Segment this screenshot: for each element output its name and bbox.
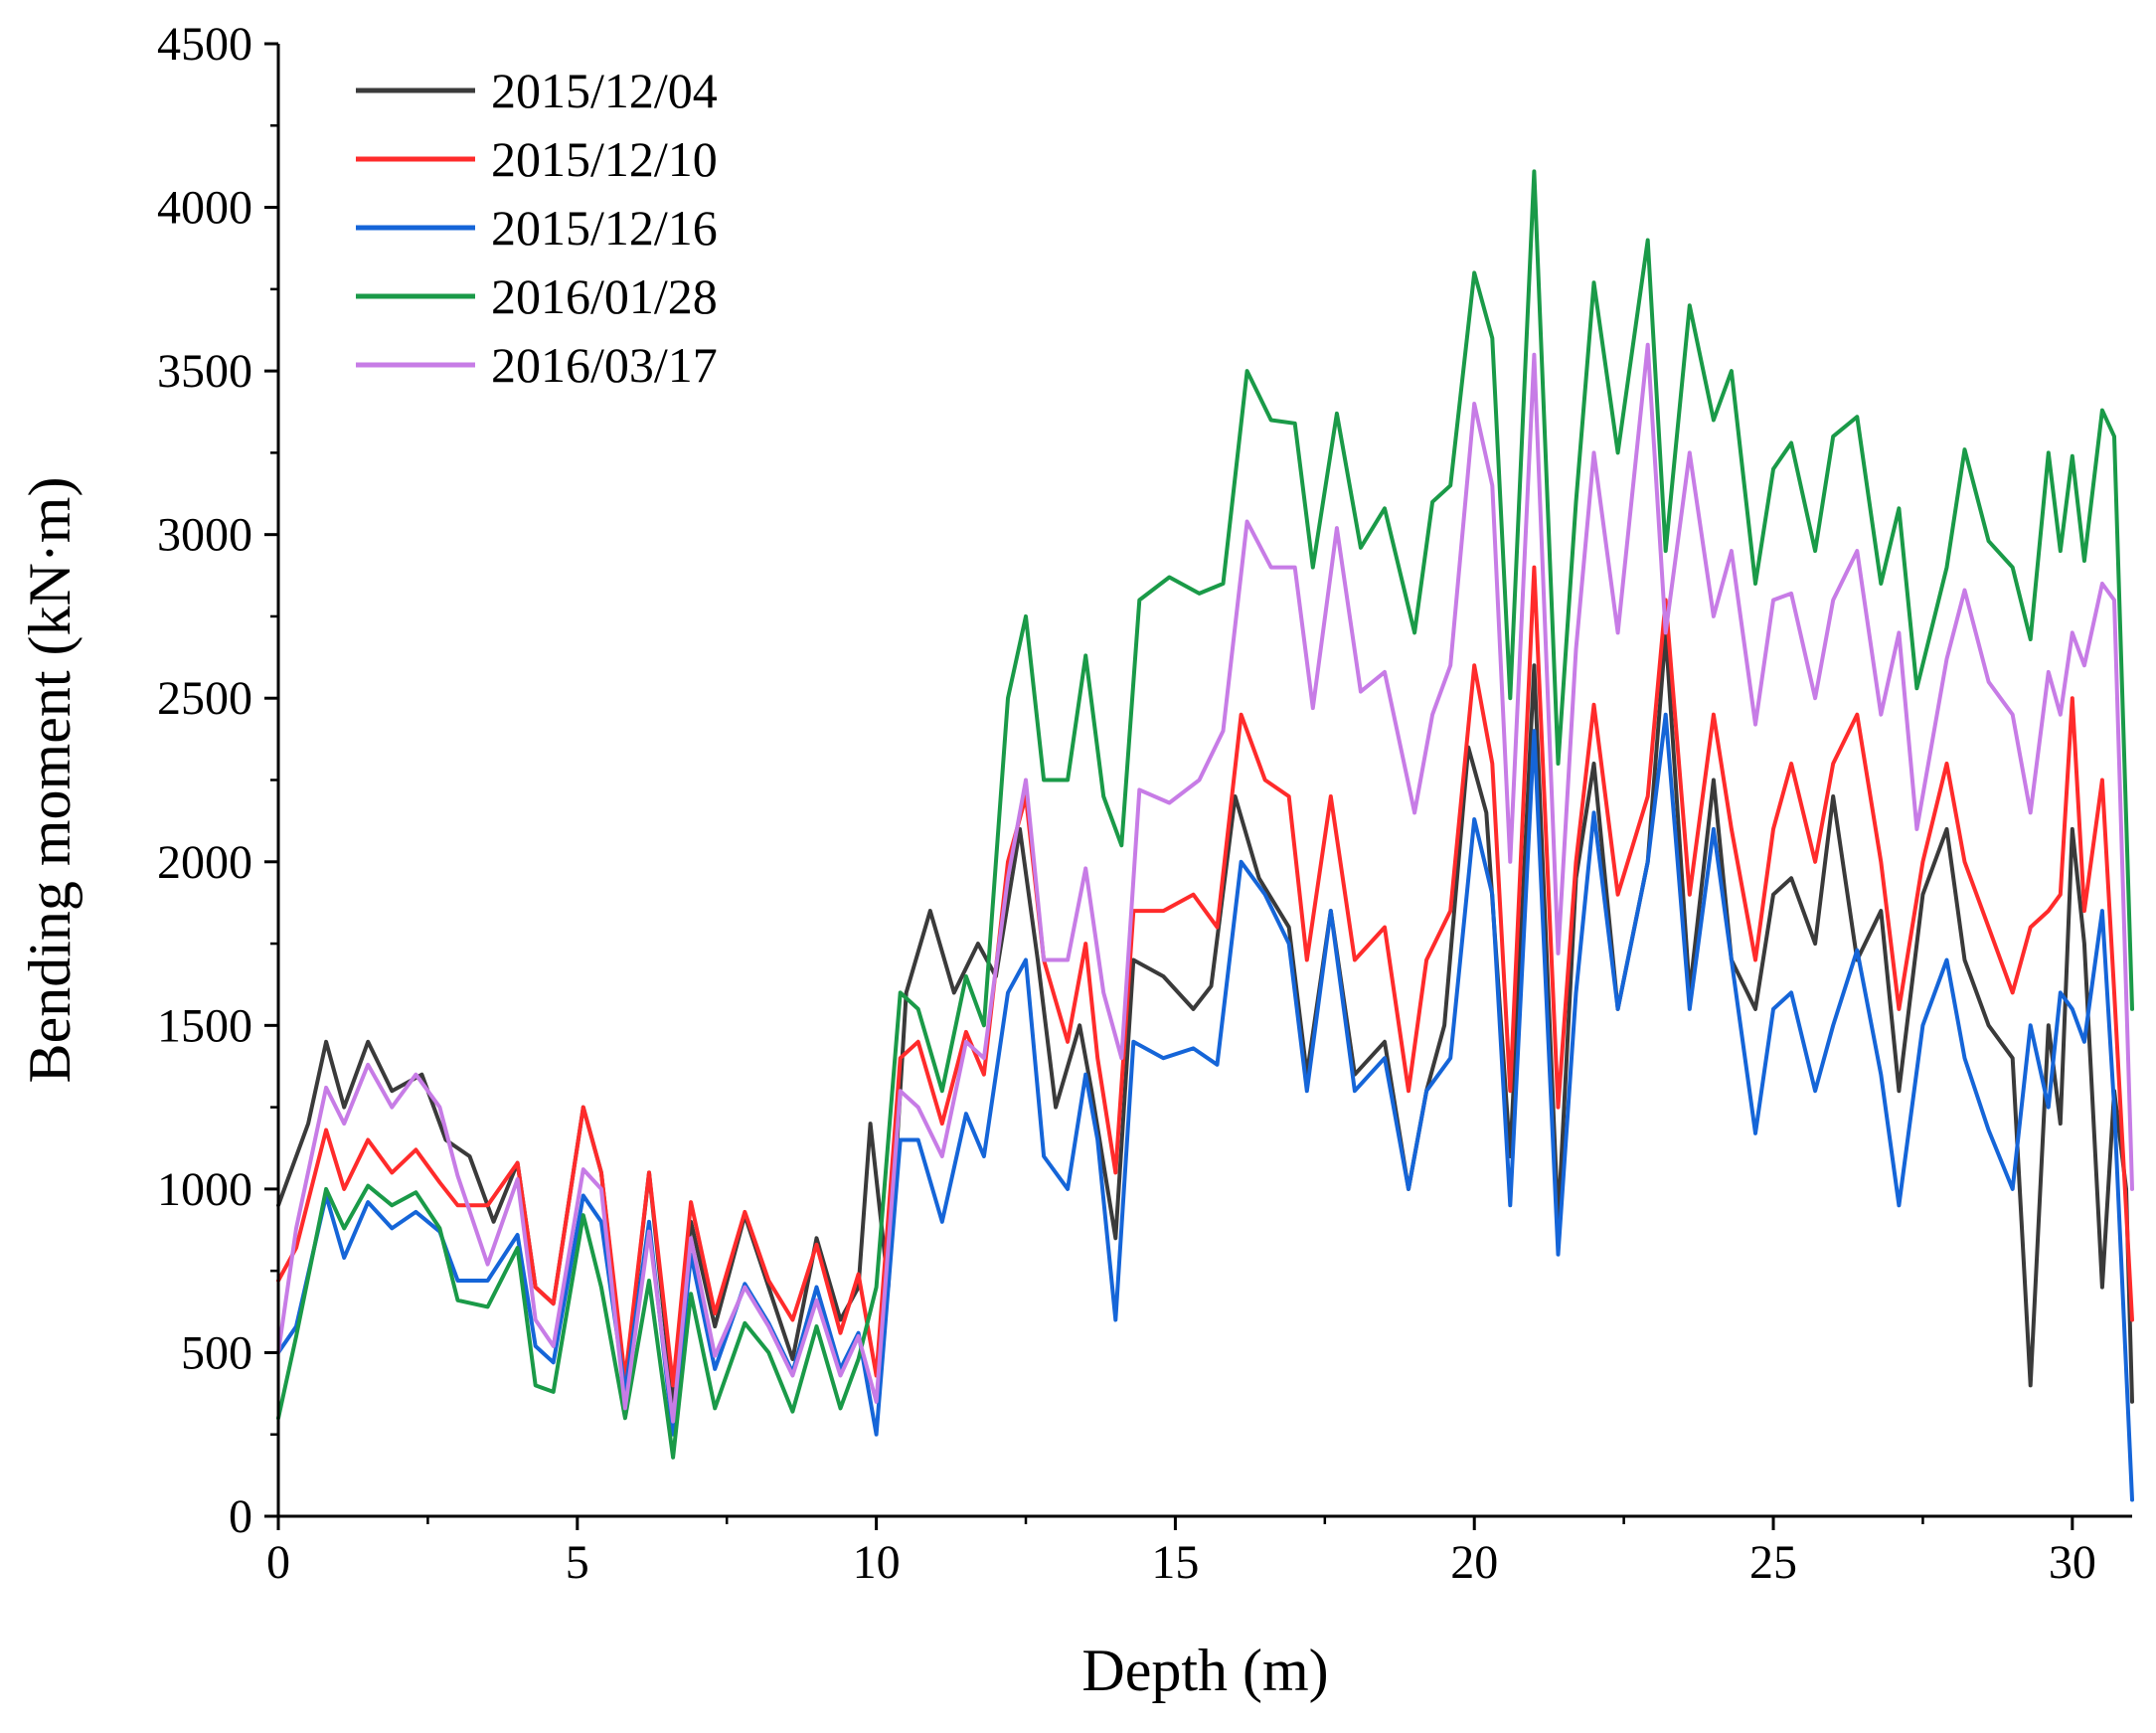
- x-tick-label: 20: [1450, 1536, 1498, 1589]
- x-tick-label: 5: [566, 1536, 589, 1589]
- legend-label-3: 2015/12/16: [491, 200, 718, 256]
- axes-layer: 0 500 1000 1500 2000 2500 3000 3500 4000 4500 0 5 10…: [157, 18, 2132, 1589]
- y-tick-label: 3000: [157, 509, 252, 562]
- y-tick-label: 500: [181, 1326, 252, 1379]
- legend-label-5: 2016/03/17: [491, 337, 718, 393]
- x-tick-label: 30: [2049, 1536, 2096, 1589]
- legend: 2015/12/04 2015/12/10 2015/12/16 2016/01/28…: [356, 63, 718, 393]
- series-line-5: [276, 342, 2134, 1424]
- y-tick-label: 2000: [157, 836, 252, 889]
- x-tick-label: 10: [853, 1536, 901, 1589]
- y-tick-label: 0: [229, 1490, 252, 1543]
- legend-label-1: 2015/12/04: [491, 63, 718, 118]
- x-tick-label: 0: [266, 1536, 290, 1589]
- legend-label-2: 2015/12/10: [491, 131, 718, 187]
- y-tick-label: 1500: [157, 999, 252, 1052]
- y-tick-label: 4000: [157, 182, 252, 235]
- y-tick-label: 1000: [157, 1163, 252, 1216]
- x-tick-label: 25: [1749, 1536, 1797, 1589]
- y-tick-label: 4500: [157, 18, 252, 71]
- series-line-2: [276, 565, 2134, 1388]
- x-axis-title: Depth (m): [1081, 1638, 1328, 1703]
- legend-label-4: 2016/01/28: [491, 268, 718, 324]
- x-tick-label: 15: [1151, 1536, 1199, 1589]
- y-axis-title: Bending moment (kN·m): [17, 477, 83, 1084]
- series-layer: [276, 169, 2134, 1502]
- series-line-4: [276, 169, 2134, 1460]
- y-tick-label: 2500: [157, 672, 252, 725]
- y-tick-label: 3500: [157, 345, 252, 398]
